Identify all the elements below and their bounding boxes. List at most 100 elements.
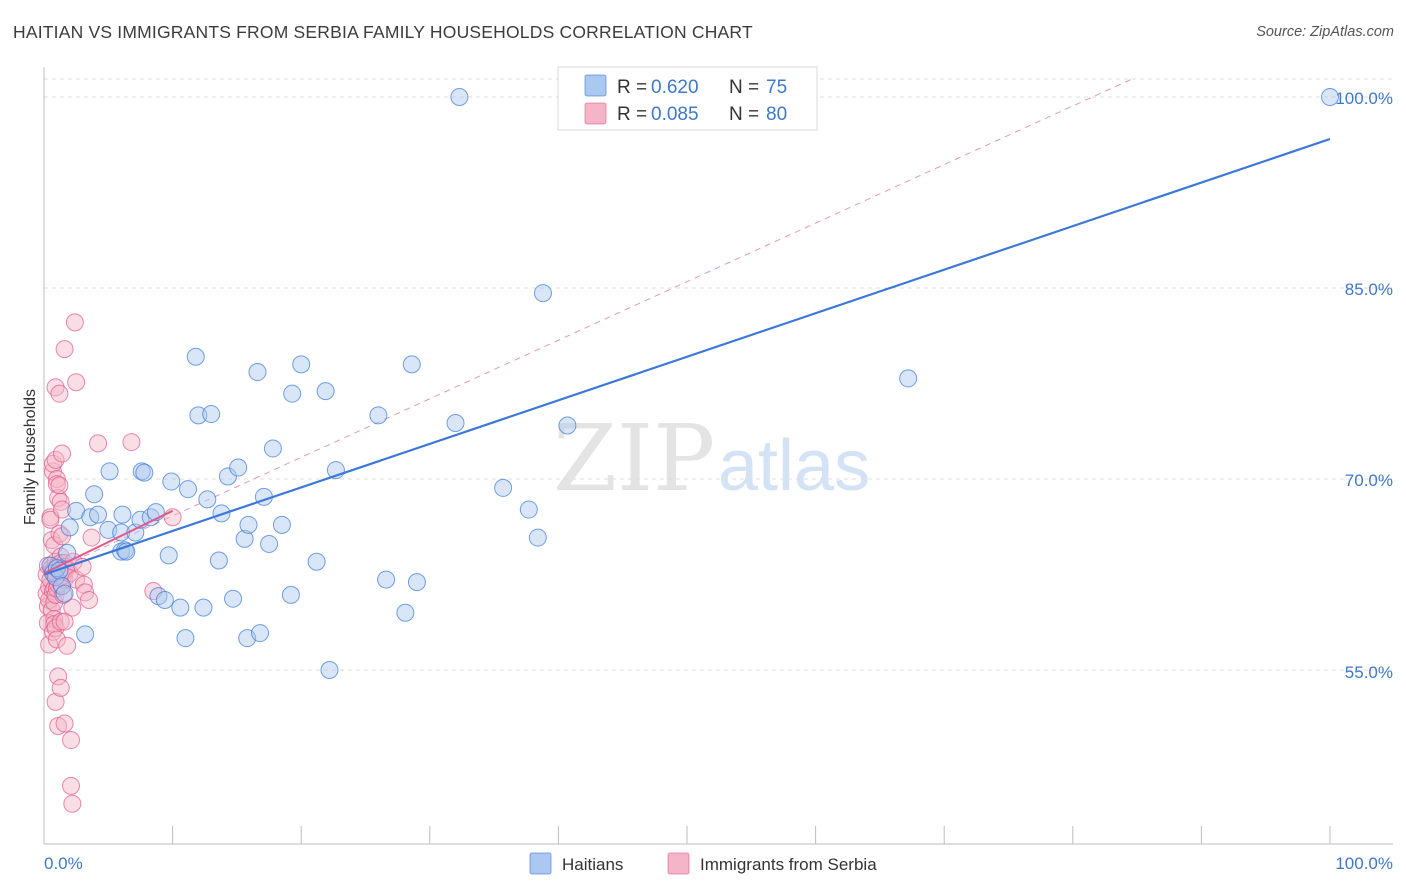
haitian-point	[198, 490, 217, 509]
stats-legend: R = 0.620 N = 75 R = 0.085 N = 80	[557, 66, 818, 131]
haitians-trend-line	[43, 137, 1331, 576]
haitian-point	[307, 552, 326, 571]
haitian-point	[218, 467, 237, 486]
haitian-point	[281, 585, 300, 604]
watermark-atlas: atlas	[718, 426, 870, 506]
series-haitians-points	[41, 88, 1339, 679]
haitian-point	[369, 406, 388, 425]
haitian-point	[239, 515, 258, 534]
haitian-point	[135, 463, 154, 482]
haitian-point	[176, 629, 195, 648]
haitian-point	[316, 382, 335, 401]
serbia-point	[89, 434, 108, 453]
serbia-point	[51, 492, 70, 511]
haitian-point	[229, 458, 248, 477]
serbia-point	[50, 384, 69, 403]
legend-n-value-serbia: 80	[766, 104, 787, 125]
trend-lines	[43, 137, 1331, 576]
serbia-point	[82, 528, 101, 547]
axes	[43, 67, 1393, 845]
legend-r-label: R =	[617, 104, 647, 125]
haitian-point	[171, 598, 190, 617]
haitian-point	[320, 661, 339, 679]
serbia-point	[54, 585, 73, 604]
serbia-point	[63, 598, 82, 617]
bottom-legend-swatch-serbia	[667, 852, 690, 875]
reference-line	[43, 78, 1133, 575]
chart-title: HAITIAN VS IMMIGRANTS FROM SERBIA FAMILY…	[13, 22, 753, 42]
haitian-point	[85, 485, 104, 504]
haitian-point	[533, 284, 552, 303]
haitian-point	[248, 363, 267, 382]
serbia-point	[55, 612, 74, 631]
y-tick-labels: 100.0% 85.0% 70.0% 55.0%	[1335, 89, 1393, 682]
haitian-point	[558, 416, 577, 435]
haitian-point	[235, 529, 254, 548]
y-axis-title: Family Households	[22, 389, 39, 525]
haitian-point	[179, 480, 198, 499]
haitian-point	[396, 603, 415, 622]
legend-n-label: N =	[729, 104, 759, 125]
serbia-point	[46, 692, 65, 711]
haitian-point	[260, 534, 279, 553]
x-tick-label-min: 0.0%	[44, 854, 83, 873]
serbia-point	[42, 531, 61, 550]
haitian-point	[209, 551, 228, 570]
series-legend: Haitians Immigrants from Serbia	[529, 852, 877, 875]
haitian-point	[377, 570, 396, 589]
serbia-point	[67, 373, 86, 392]
legend-r-label: R =	[617, 77, 647, 98]
legend-n-value-haitians: 75	[766, 77, 787, 98]
haitian-point	[55, 584, 74, 603]
watermark-zip: ZIP	[553, 405, 715, 512]
serbia-point	[41, 510, 60, 529]
haitian-point	[446, 413, 465, 432]
serbia-point	[50, 524, 69, 543]
legend-r-value-serbia: 0.085	[651, 104, 699, 125]
haitian-point	[113, 505, 132, 524]
haitian-point	[251, 624, 270, 643]
serbia-point	[58, 636, 77, 655]
haitian-point	[186, 347, 205, 366]
serbia-point	[55, 714, 74, 733]
reference-diagonal	[43, 78, 1133, 575]
serbia-point	[62, 731, 81, 750]
serbia-point	[51, 612, 70, 631]
haitian-point	[272, 515, 291, 534]
y-tick-label: 55.0%	[1345, 663, 1393, 682]
haitian-point	[899, 369, 918, 388]
haitian-point	[100, 462, 119, 481]
serbia-point	[47, 630, 66, 649]
serbia-point	[49, 667, 68, 686]
legend-n-label: N =	[729, 77, 759, 98]
bottom-legend-swatch-haitians	[529, 852, 552, 875]
legend-r-value-haitians: 0.620	[651, 77, 699, 98]
haitian-point	[292, 355, 311, 374]
legend-swatch-haitians	[584, 74, 607, 97]
grid-lines	[44, 78, 1393, 671]
haitian-point	[450, 88, 469, 106]
serbia-point	[51, 678, 70, 697]
haitian-point	[60, 518, 79, 537]
bottom-legend-label-serbia: Immigrants from Serbia	[700, 855, 877, 874]
haitian-point	[202, 405, 221, 424]
haitian-point	[224, 589, 243, 608]
serbia-point	[50, 476, 69, 495]
x-tick-label-max: 100.0%	[1335, 854, 1393, 873]
haitian-point	[519, 500, 538, 519]
source-label: Source: ZipAtlas.com	[1256, 24, 1394, 40]
serbia-point	[53, 500, 72, 519]
haitian-point	[528, 528, 547, 547]
serbia-point	[122, 433, 141, 452]
y-tick-label: 70.0%	[1345, 471, 1393, 490]
serbia-trend-line	[43, 509, 174, 575]
haitian-point	[155, 590, 174, 609]
haitian-point	[76, 625, 95, 644]
serbia-point	[62, 776, 81, 795]
haitian-point	[283, 384, 302, 403]
bottom-legend-label-haitians: Haitians	[562, 855, 623, 874]
serbia-point	[55, 340, 74, 359]
haitian-point	[159, 546, 178, 565]
haitian-point	[189, 406, 208, 425]
